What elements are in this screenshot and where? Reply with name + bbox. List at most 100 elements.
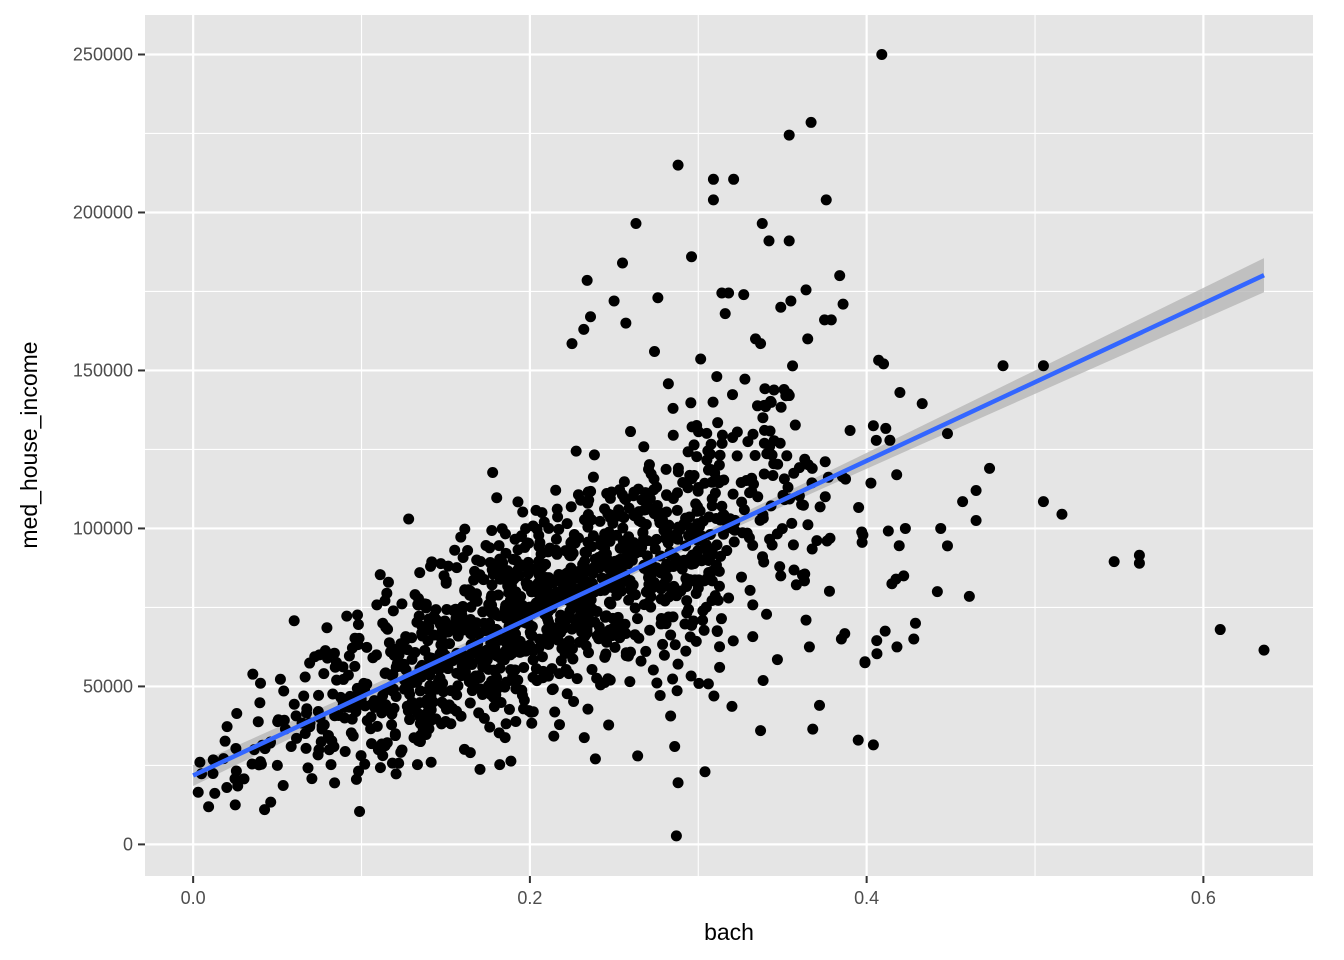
data-point <box>775 570 787 582</box>
data-point <box>793 462 805 474</box>
data-point <box>878 358 890 370</box>
data-point <box>1214 624 1226 636</box>
data-point <box>473 628 485 640</box>
data-point <box>783 129 795 141</box>
data-point <box>719 308 731 320</box>
data-point <box>880 422 892 434</box>
data-point <box>714 641 726 653</box>
data-point <box>630 218 642 230</box>
y-tick-label: 50000 <box>83 676 133 696</box>
data-point <box>445 718 457 730</box>
data-point <box>581 514 593 526</box>
data-point <box>521 537 533 549</box>
data-point <box>576 566 588 578</box>
data-point <box>369 701 381 713</box>
data-point <box>430 613 442 625</box>
data-point <box>510 586 522 598</box>
x-tick-label: 0.2 <box>517 888 542 908</box>
data-point <box>644 492 656 504</box>
data-point <box>352 609 364 621</box>
data-point <box>702 573 714 585</box>
data-point <box>622 558 634 570</box>
data-point <box>871 635 883 647</box>
data-point <box>1037 360 1049 372</box>
data-point <box>706 493 718 505</box>
data-point <box>406 653 418 665</box>
data-point <box>767 469 779 481</box>
data-point <box>714 449 726 461</box>
data-point <box>736 496 748 508</box>
data-point <box>821 535 833 547</box>
data-point <box>573 636 585 648</box>
data-point <box>475 555 487 567</box>
data-point <box>530 504 542 516</box>
data-point <box>404 714 416 726</box>
data-point <box>890 573 902 585</box>
data-point <box>672 777 684 789</box>
data-point <box>345 727 357 739</box>
data-point <box>611 589 623 601</box>
data-point <box>499 732 511 744</box>
data-point <box>421 707 433 719</box>
data-point <box>533 563 545 575</box>
data-point <box>302 762 314 774</box>
data-point <box>757 412 769 424</box>
data-point <box>484 542 496 554</box>
data-point <box>600 648 612 660</box>
data-point <box>316 720 328 732</box>
data-point <box>491 683 503 695</box>
data-point <box>931 586 943 598</box>
data-point <box>486 675 498 687</box>
data-point <box>685 670 697 682</box>
data-point <box>565 501 577 513</box>
data-point <box>737 527 749 539</box>
data-point <box>437 677 449 689</box>
data-point <box>231 707 243 719</box>
data-point <box>756 218 768 230</box>
data-point <box>738 289 750 301</box>
data-point <box>414 685 426 697</box>
data-point <box>330 656 342 668</box>
data-point <box>230 743 242 755</box>
data-point <box>970 485 982 497</box>
data-point <box>507 611 519 623</box>
data-point <box>655 593 667 605</box>
data-point <box>510 716 522 728</box>
data-point <box>685 397 697 409</box>
data-point <box>759 383 771 395</box>
data-point <box>731 450 743 462</box>
data-point <box>669 740 681 752</box>
data-point <box>636 494 648 506</box>
data-point <box>624 676 636 688</box>
data-point <box>632 750 644 762</box>
data-point <box>645 569 657 581</box>
data-point <box>761 608 773 620</box>
data-point <box>298 690 310 702</box>
data-point <box>882 525 894 537</box>
data-point <box>486 579 498 591</box>
data-point <box>648 473 660 485</box>
data-point <box>867 739 879 751</box>
data-point <box>561 688 573 700</box>
data-point <box>607 612 619 624</box>
data-point <box>776 523 788 535</box>
data-point <box>711 371 723 383</box>
y-tick-label: 200000 <box>73 202 133 222</box>
data-point <box>781 450 793 462</box>
data-point <box>686 421 698 433</box>
x-tick-label: 0.0 <box>181 888 206 908</box>
data-point <box>520 523 532 535</box>
data-point <box>819 491 831 503</box>
data-point <box>640 645 652 657</box>
data-point <box>618 541 630 553</box>
data-point <box>512 496 524 508</box>
data-point <box>638 441 650 453</box>
data-point <box>207 767 219 779</box>
data-point <box>328 741 340 753</box>
data-point <box>647 536 659 548</box>
data-point <box>739 373 751 385</box>
data-point <box>775 301 787 313</box>
data-point <box>582 703 594 715</box>
data-point <box>690 588 702 600</box>
data-point <box>230 765 242 777</box>
